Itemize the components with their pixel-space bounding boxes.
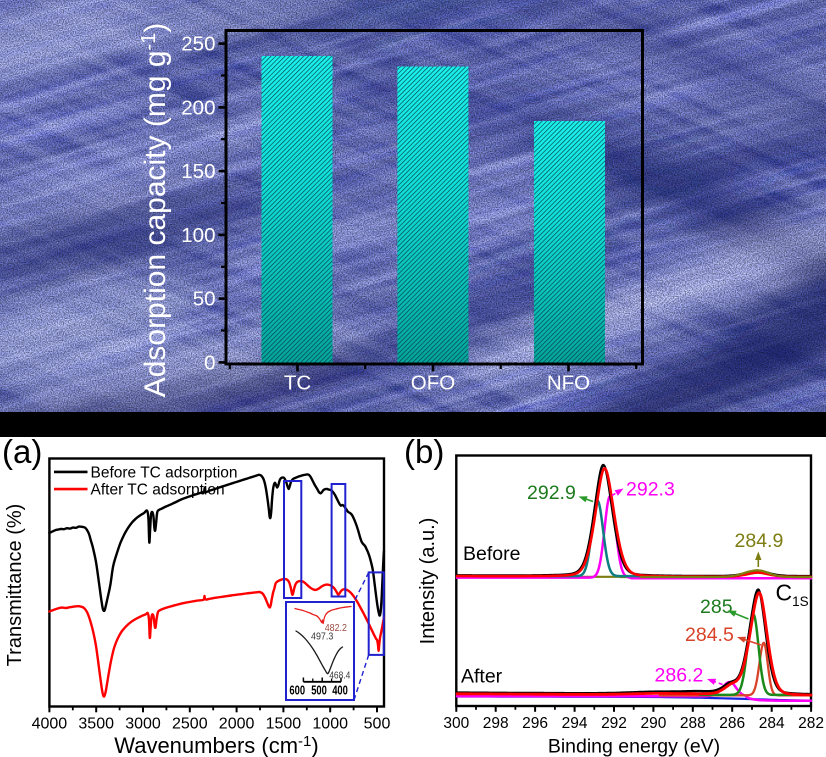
svg-text:282: 282 [798, 715, 824, 732]
svg-text:(a): (a) [2, 433, 42, 470]
svg-text:286: 286 [719, 715, 745, 732]
svg-text:After TC adsorption: After TC adsorption [91, 482, 225, 499]
svg-text:50: 50 [193, 288, 216, 311]
svg-text:296: 296 [522, 715, 548, 732]
svg-text:TC: TC [284, 372, 312, 395]
svg-text:497.3: 497.3 [311, 631, 333, 643]
svg-text:284.5: 284.5 [685, 624, 734, 646]
svg-text:482.2: 482.2 [325, 622, 347, 634]
svg-text:300: 300 [443, 715, 469, 732]
svg-text:500: 500 [364, 716, 391, 733]
svg-text:600: 600 [289, 683, 305, 697]
svg-text:285: 285 [700, 596, 733, 618]
svg-text:500: 500 [311, 683, 327, 697]
svg-text:298: 298 [483, 715, 509, 732]
svg-text:2500: 2500 [172, 716, 208, 733]
svg-text:292.3: 292.3 [626, 479, 675, 501]
svg-text:OFO: OFO [411, 372, 455, 395]
svg-text:Before TC adsorption: Before TC adsorption [91, 465, 238, 482]
svg-text:284: 284 [759, 715, 785, 732]
svg-text:468.4: 468.4 [329, 669, 350, 681]
svg-text:0: 0 [204, 351, 215, 374]
svg-text:1000: 1000 [312, 716, 348, 733]
svg-text:Before: Before [463, 543, 520, 565]
svg-text:(b): (b) [404, 433, 444, 470]
svg-text:1500: 1500 [266, 716, 302, 733]
svg-text:Transmittance (%): Transmittance (%) [4, 504, 26, 667]
svg-text:290: 290 [640, 715, 666, 732]
svg-text:288: 288 [680, 715, 706, 732]
svg-text:2000: 2000 [219, 716, 255, 733]
svg-text:150: 150 [181, 160, 215, 183]
svg-text:After: After [461, 666, 503, 688]
svg-text:292.9: 292.9 [527, 482, 576, 504]
svg-text:Wavenumbers (cm-1): Wavenumbers (cm-1) [114, 733, 318, 757]
svg-text:4000: 4000 [32, 716, 68, 733]
svg-text:3500: 3500 [78, 716, 114, 733]
svg-text:294: 294 [562, 715, 588, 732]
svg-text:Adsorption capacity (mg g-1): Adsorption capacity (mg g-1) [138, 23, 172, 398]
svg-text:100: 100 [181, 224, 215, 247]
svg-text:NFO: NFO [547, 372, 590, 395]
svg-text:250: 250 [181, 33, 215, 56]
svg-text:400: 400 [332, 683, 348, 697]
svg-text:286.2: 286.2 [655, 665, 704, 687]
svg-text:292: 292 [601, 715, 627, 732]
svg-text:284.9: 284.9 [735, 530, 784, 552]
svg-text:Intensity (a.u.): Intensity (a.u.) [417, 518, 439, 645]
svg-text:3000: 3000 [125, 716, 161, 733]
svg-text:200: 200 [181, 96, 215, 119]
svg-text:Binding energy (eV): Binding energy (eV) [548, 736, 720, 757]
